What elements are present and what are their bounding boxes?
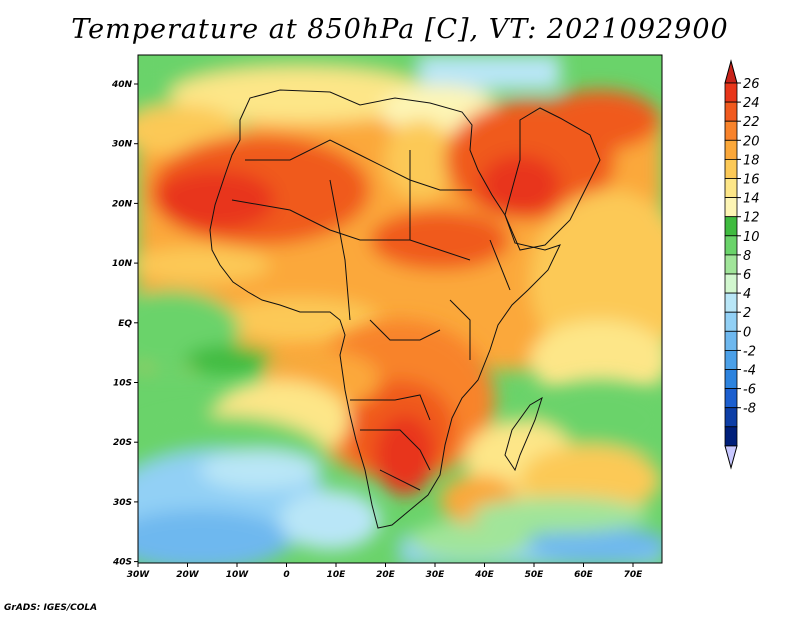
colorbar-segment: [724, 388, 738, 409]
x-tick-label: 40E: [474, 570, 495, 580]
colorbar-label: 0: [743, 325, 751, 340]
colorbar-bottom-arrow: [724, 445, 738, 470]
y-tick-label: 30N: [112, 140, 133, 150]
colorbar-label: -6: [743, 383, 756, 398]
colorbar-label: 10: [743, 230, 760, 245]
colorbar-label: 16: [743, 173, 760, 188]
colorbar-label: 8: [743, 249, 751, 264]
colorbar-label: -8: [743, 402, 756, 417]
colorbar-segment: [724, 407, 738, 428]
colorbar-segment: [724, 216, 738, 237]
colorbar-top-arrow: [724, 59, 738, 84]
coastlines: [209, 89, 601, 529]
colorbar-segment: [724, 426, 738, 447]
map-field: [138, 55, 662, 563]
y-tick-label: 20N: [112, 199, 133, 209]
colorbar-segment: [724, 101, 738, 122]
colorbar-label: -2: [743, 344, 756, 359]
colorbar-label: 6: [743, 268, 751, 283]
x-axis: 30W 20W 10W 0 10E 20E 30E 40E 50E 60E 70E: [127, 563, 643, 580]
colorbar-label: 24: [743, 96, 760, 111]
colorbar-label: -4: [743, 364, 756, 379]
y-tick-label: 10S: [113, 379, 132, 389]
y-tick-label: EQ: [118, 319, 132, 329]
map-title: Temperature at 850hPa [C], VT: 202109290…: [71, 14, 729, 45]
colorbar-segment: [724, 235, 738, 256]
colorbar-segment: [724, 330, 738, 351]
colorbar-segment: [724, 158, 738, 179]
colorbar-label: 20: [743, 134, 760, 149]
colorbar-segment: [724, 178, 738, 199]
x-tick-label: 30W: [127, 570, 151, 580]
y-axis: 40N 30N 20N 10N EQ 10S 20S 30S 40S: [111, 80, 138, 568]
x-tick-label: 10W: [226, 570, 250, 580]
colorbar-segment: [724, 349, 738, 370]
y-tick-label: 40N: [111, 80, 133, 90]
x-tick-label: 60E: [574, 570, 594, 580]
colorbar-label: 22: [743, 115, 760, 130]
y-tick-label: 20S: [113, 438, 132, 448]
map-frame: [137, 54, 663, 564]
y-tick-label: 10N: [112, 259, 133, 269]
colorbar-segment: [724, 120, 738, 141]
x-tick-label: 50E: [525, 570, 545, 580]
colorbar-segment: [724, 369, 738, 390]
colorbar-label: 12: [743, 211, 760, 226]
colorbar-segment: [724, 273, 738, 294]
colorbar-label: 26: [743, 77, 760, 92]
y-tick-label: 30S: [113, 498, 132, 508]
x-tick-label: 10E: [327, 570, 347, 580]
y-tick-label: 40S: [112, 558, 132, 568]
grads-credit: GrADS: IGES/COLA: [4, 603, 98, 613]
colorbar-segment: [724, 254, 738, 275]
colorbar-segment: [724, 292, 738, 313]
colorbar-label: 14: [743, 192, 760, 207]
x-tick-label: 20W: [176, 570, 200, 580]
colorbar-segment: [724, 197, 738, 218]
x-tick-label: 30E: [426, 570, 446, 580]
x-tick-label: 0: [283, 570, 289, 580]
colorbar-label: 4: [743, 287, 751, 302]
x-tick-label: 70E: [624, 570, 644, 580]
colorbar-segment: [724, 139, 738, 160]
colorbar-label: 18: [743, 153, 760, 168]
colorbar-label: 2: [743, 306, 751, 321]
colorbar-segment: [724, 311, 738, 332]
x-tick-label: 20E: [376, 570, 396, 580]
colorbar-segment: [724, 82, 738, 103]
